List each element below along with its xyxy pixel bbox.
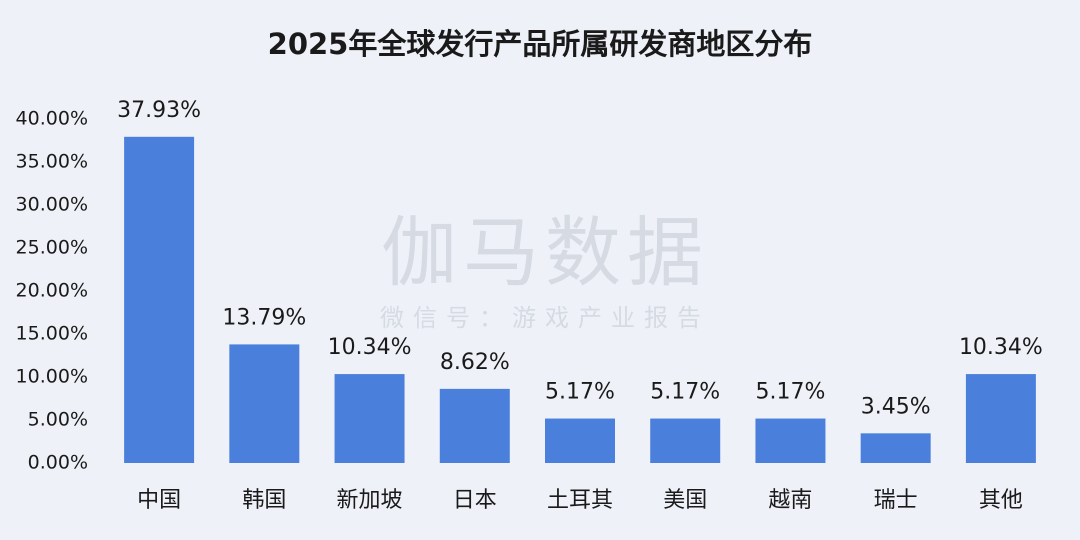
x-tick-label: 新加坡 (337, 488, 403, 513)
x-tick-label: 中国 (137, 488, 181, 513)
x-tick-label: 越南 (768, 488, 812, 513)
chart-title: 2025年全球发行产品所属研发商地区分布 (268, 27, 813, 61)
y-tick-label: 0.00% (28, 452, 88, 474)
x-tick-label: 韩国 (242, 488, 286, 513)
value-label: 5.17% (650, 380, 720, 405)
value-label: 8.62% (440, 350, 510, 375)
y-tick-label: 40.00% (16, 108, 88, 130)
y-tick-label: 10.00% (16, 366, 88, 388)
x-tick-label: 日本 (453, 488, 497, 513)
x-tick-label: 瑞士 (874, 488, 918, 513)
x-tick-label: 土耳其 (547, 488, 613, 513)
bar (650, 418, 721, 463)
bar (334, 374, 405, 463)
value-label: 37.93% (117, 98, 201, 123)
bar (755, 418, 826, 463)
value-label: 5.17% (545, 380, 615, 405)
y-tick-label: 15.00% (16, 323, 88, 345)
value-label: 13.79% (222, 305, 306, 330)
bar (439, 388, 510, 463)
y-tick-label: 20.00% (16, 280, 88, 302)
watermark-subtitle: 微信号：游戏产业报告 (380, 304, 710, 332)
y-tick-label: 5.00% (28, 409, 88, 431)
bar (124, 136, 195, 463)
x-tick-label: 美国 (663, 488, 707, 513)
value-label: 10.34% (959, 335, 1043, 360)
bar (229, 344, 300, 463)
value-label: 5.17% (755, 380, 825, 405)
bar (860, 433, 931, 463)
bar (545, 418, 615, 463)
y-tick-label: 30.00% (16, 194, 88, 216)
value-label: 10.34% (328, 335, 412, 360)
value-label: 3.45% (861, 394, 931, 419)
x-tick-label: 其他 (979, 488, 1023, 513)
bar (965, 374, 1036, 463)
y-tick-label: 25.00% (16, 237, 88, 259)
y-tick-label: 35.00% (16, 151, 88, 173)
watermark: 伽马数据 (381, 208, 709, 297)
